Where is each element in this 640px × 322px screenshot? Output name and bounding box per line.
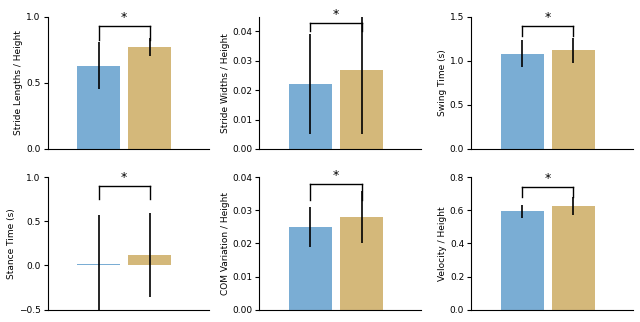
Y-axis label: Velocity / Height: Velocity / Height: [438, 206, 447, 281]
Y-axis label: Stride Lengths / Height: Stride Lengths / Height: [15, 30, 24, 135]
Bar: [289, 227, 332, 309]
Y-axis label: COM Variation / Height: COM Variation / Height: [221, 192, 230, 295]
Text: *: *: [121, 171, 127, 185]
Y-axis label: Swing Time (s): Swing Time (s): [438, 49, 447, 116]
Bar: [289, 84, 332, 149]
Bar: [129, 47, 171, 149]
Text: *: *: [545, 172, 551, 185]
Y-axis label: Stance Time (s): Stance Time (s): [7, 208, 16, 279]
Text: *: *: [333, 7, 339, 21]
Text: *: *: [121, 11, 127, 24]
Bar: [77, 66, 120, 149]
Bar: [129, 255, 171, 265]
Bar: [501, 54, 543, 149]
Bar: [340, 217, 383, 309]
Bar: [501, 211, 543, 309]
Bar: [552, 50, 595, 149]
Y-axis label: Stride Widths / Height: Stride Widths / Height: [221, 33, 230, 133]
Bar: [77, 264, 120, 265]
Text: *: *: [545, 11, 551, 24]
Text: *: *: [333, 169, 339, 182]
Bar: [552, 206, 595, 309]
Bar: [340, 70, 383, 149]
